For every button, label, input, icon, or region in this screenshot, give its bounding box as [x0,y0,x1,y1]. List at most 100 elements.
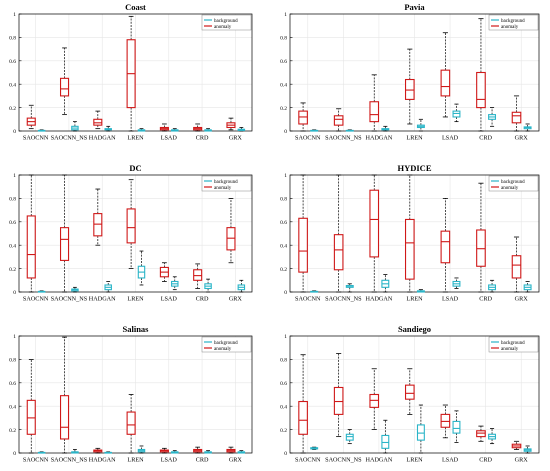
legend-label-anomaly: anomaly [214,347,232,352]
x-tick-label: LREN [406,457,423,464]
box-body [476,71,486,109]
chart-title: HYDICE [397,163,431,173]
y-tick-label: 0.6 [280,220,287,226]
x-tick-label: LREN [127,135,144,142]
chart-panel: Coast 0 0.2 0.4 0.6 0.8 1 SAOCNN SAOCNN_NS HADGAN… [9,2,253,142]
background-box [104,451,112,454]
background-box [523,123,532,132]
anomaly-box [226,117,236,131]
x-tick-label: HADGAN [89,457,116,464]
anomaly-box [193,123,203,132]
anomaly-box [26,104,36,130]
x-tick-label: LREN [406,135,423,142]
anomaly-box [298,174,308,293]
anomaly-box [404,48,415,125]
box-body [440,230,451,264]
x-tick-label: LSAD [161,457,178,464]
background-box [416,118,425,132]
legend-box [488,336,539,353]
x-tick-label: HADGAN [89,296,116,303]
box-body [416,424,425,441]
x-tick-label: LSAD [442,457,459,464]
box-body [26,215,36,279]
legend-label-anomaly: anomaly [501,25,519,30]
box-body [333,234,344,271]
y-tick-label: 0 [284,290,287,296]
legend-label-background: background [214,341,238,346]
box-body [452,110,461,118]
legend-label-background: background [501,19,525,24]
y-tick-label: 0.6 [9,220,16,226]
x-tick-label: SAOCNN [295,135,321,142]
y-tick-label: 0.8 [9,36,16,42]
background-box [237,279,246,293]
plot-frame [289,335,540,454]
x-tick-label: CRD [196,135,209,142]
legend-box [488,14,539,31]
box-body [126,208,136,244]
x-tick-label: GRX [515,296,529,303]
box-body [59,227,70,261]
x-tick-label: LSAD [161,296,178,303]
x-tick-label: GRX [229,296,243,303]
anomaly-box [333,108,344,132]
y-tick-label: 1 [284,173,287,179]
anomaly-box [59,336,70,454]
box-body [59,395,70,440]
x-tick-label: CRD [196,457,209,464]
anomaly-box [93,188,103,246]
box-body [369,393,380,408]
x-tick-label: LSAD [161,135,178,142]
anomaly-box [476,425,486,442]
y-tick-label: 0 [284,451,287,457]
anomaly-box [476,182,486,293]
legend-label-anomaly: anomaly [501,347,519,352]
background-box [71,449,79,454]
background-box [452,103,461,123]
y-tick-label: 0.6 [9,381,16,387]
anomaly-box [404,368,415,415]
background-box [37,451,46,454]
y-tick-label: 0.2 [9,428,16,434]
anomaly-box [440,404,451,439]
background-box [345,429,354,445]
chart-title: Sandiego [398,324,431,334]
x-tick-label: SAOCNN_NS [51,135,88,142]
background-box [488,107,497,127]
x-tick-label: SAOCNN_NS [325,296,362,303]
y-tick-label: 0 [13,451,16,457]
background-box [171,276,179,291]
y-tick-label: 0.2 [280,106,287,112]
x-tick-label: SAOCNN_NS [325,135,362,142]
legend-label-background: background [501,180,525,185]
y-tick-label: 0 [13,290,16,296]
plot-frame [18,13,253,132]
x-tick-label: SAOCNN [23,296,49,303]
x-tick-label: LREN [127,296,144,303]
x-tick-label: CRD [196,296,209,303]
anomaly-box [159,262,169,282]
anomaly-box [369,74,380,132]
x-tick-label: LSAD [442,296,459,303]
y-tick-label: 0.6 [280,381,287,387]
chart-panel: Pavia 0 0.2 0.4 0.6 0.8 1 SAOCNN SAOCNN_NS HADGAN… [280,2,540,142]
x-tick-label: SAOCNN [295,457,321,464]
anomaly-box [59,47,70,116]
legend-label-background: background [501,341,525,346]
background-box [310,129,319,132]
box-body [26,399,36,435]
anomaly-box [126,179,136,270]
y-tick-label: 0.6 [9,59,16,65]
legend-box [201,336,252,353]
plot-frame [289,13,540,132]
box-body [440,413,451,428]
background-box [37,129,46,132]
box-body [345,433,354,441]
anomaly-box [226,197,236,264]
legend-label-anomaly: anomaly [214,25,232,30]
y-tick-label: 0.4 [9,82,16,88]
y-tick-label: 0.4 [280,243,287,249]
